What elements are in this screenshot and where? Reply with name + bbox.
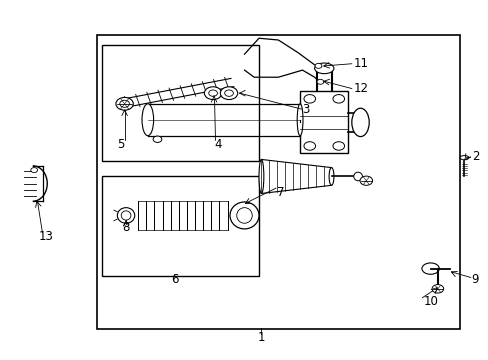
Ellipse shape bbox=[31, 168, 38, 172]
Ellipse shape bbox=[332, 95, 344, 103]
Ellipse shape bbox=[353, 172, 362, 181]
Ellipse shape bbox=[208, 90, 217, 96]
Ellipse shape bbox=[121, 211, 131, 220]
Ellipse shape bbox=[332, 142, 344, 150]
Ellipse shape bbox=[116, 98, 133, 110]
Text: 3: 3 bbox=[302, 103, 309, 116]
Ellipse shape bbox=[304, 95, 315, 103]
Text: 9: 9 bbox=[471, 274, 478, 287]
Ellipse shape bbox=[314, 63, 321, 68]
Text: 10: 10 bbox=[423, 295, 437, 308]
Bar bbox=[300, 91, 348, 153]
Ellipse shape bbox=[316, 79, 323, 84]
Ellipse shape bbox=[220, 87, 237, 100]
Text: 6: 6 bbox=[170, 274, 178, 287]
Text: 8: 8 bbox=[122, 221, 129, 234]
Ellipse shape bbox=[351, 108, 368, 136]
Ellipse shape bbox=[314, 63, 333, 74]
Text: 12: 12 bbox=[352, 82, 367, 95]
Text: 13: 13 bbox=[39, 230, 54, 243]
Ellipse shape bbox=[229, 202, 259, 229]
Text: 5: 5 bbox=[117, 138, 124, 151]
Text: 1: 1 bbox=[257, 331, 264, 344]
Text: 11: 11 bbox=[352, 57, 367, 70]
Ellipse shape bbox=[297, 104, 303, 136]
Bar bbox=[102, 176, 259, 276]
Ellipse shape bbox=[120, 100, 129, 107]
Ellipse shape bbox=[304, 142, 315, 150]
Ellipse shape bbox=[421, 263, 438, 274]
Ellipse shape bbox=[224, 90, 233, 96]
Text: 7: 7 bbox=[276, 186, 284, 199]
Ellipse shape bbox=[431, 284, 443, 293]
Text: 4: 4 bbox=[214, 138, 222, 151]
Ellipse shape bbox=[259, 159, 264, 193]
Ellipse shape bbox=[459, 156, 468, 160]
Ellipse shape bbox=[153, 136, 162, 143]
Bar bbox=[102, 45, 259, 161]
Ellipse shape bbox=[359, 176, 372, 185]
Ellipse shape bbox=[142, 104, 153, 136]
Ellipse shape bbox=[204, 87, 222, 100]
Text: 2: 2 bbox=[471, 150, 478, 163]
Bar bbox=[97, 35, 459, 329]
Ellipse shape bbox=[117, 208, 135, 223]
Ellipse shape bbox=[328, 168, 333, 185]
Ellipse shape bbox=[236, 208, 252, 223]
